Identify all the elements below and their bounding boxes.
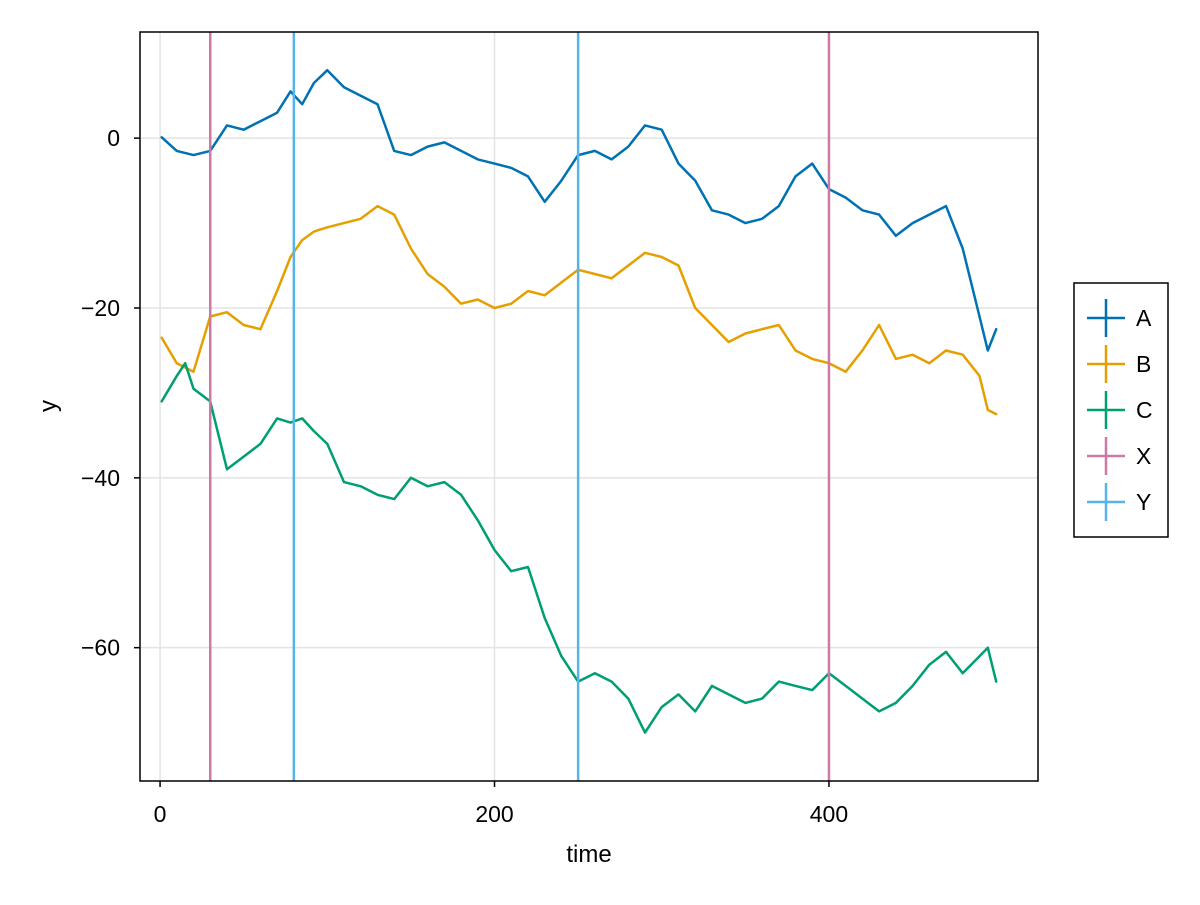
y-tick-label: −40 [81,465,120,491]
legend-label: Y [1136,489,1151,515]
ticks: 0 200 400 0 −20 −40 −60 [81,125,848,827]
y-axis-label: y [35,400,62,412]
series-layer [160,32,998,781]
legend-label: A [1136,305,1152,331]
legend-label: X [1136,443,1151,469]
x-tick-label: 200 [475,801,513,827]
x-tick-label: 400 [810,801,848,827]
y-tick-label: −20 [81,295,120,321]
x-axis-label: time [566,841,611,868]
legend-label: B [1136,351,1151,377]
plot-frame [139,31,1039,782]
x-tick-label: 0 [154,801,167,827]
grid [140,32,1038,781]
y-tick-label: 0 [107,125,120,151]
series-c-line [160,361,998,734]
y-tick-label: −60 [81,635,120,661]
legend-label: C [1136,397,1153,423]
